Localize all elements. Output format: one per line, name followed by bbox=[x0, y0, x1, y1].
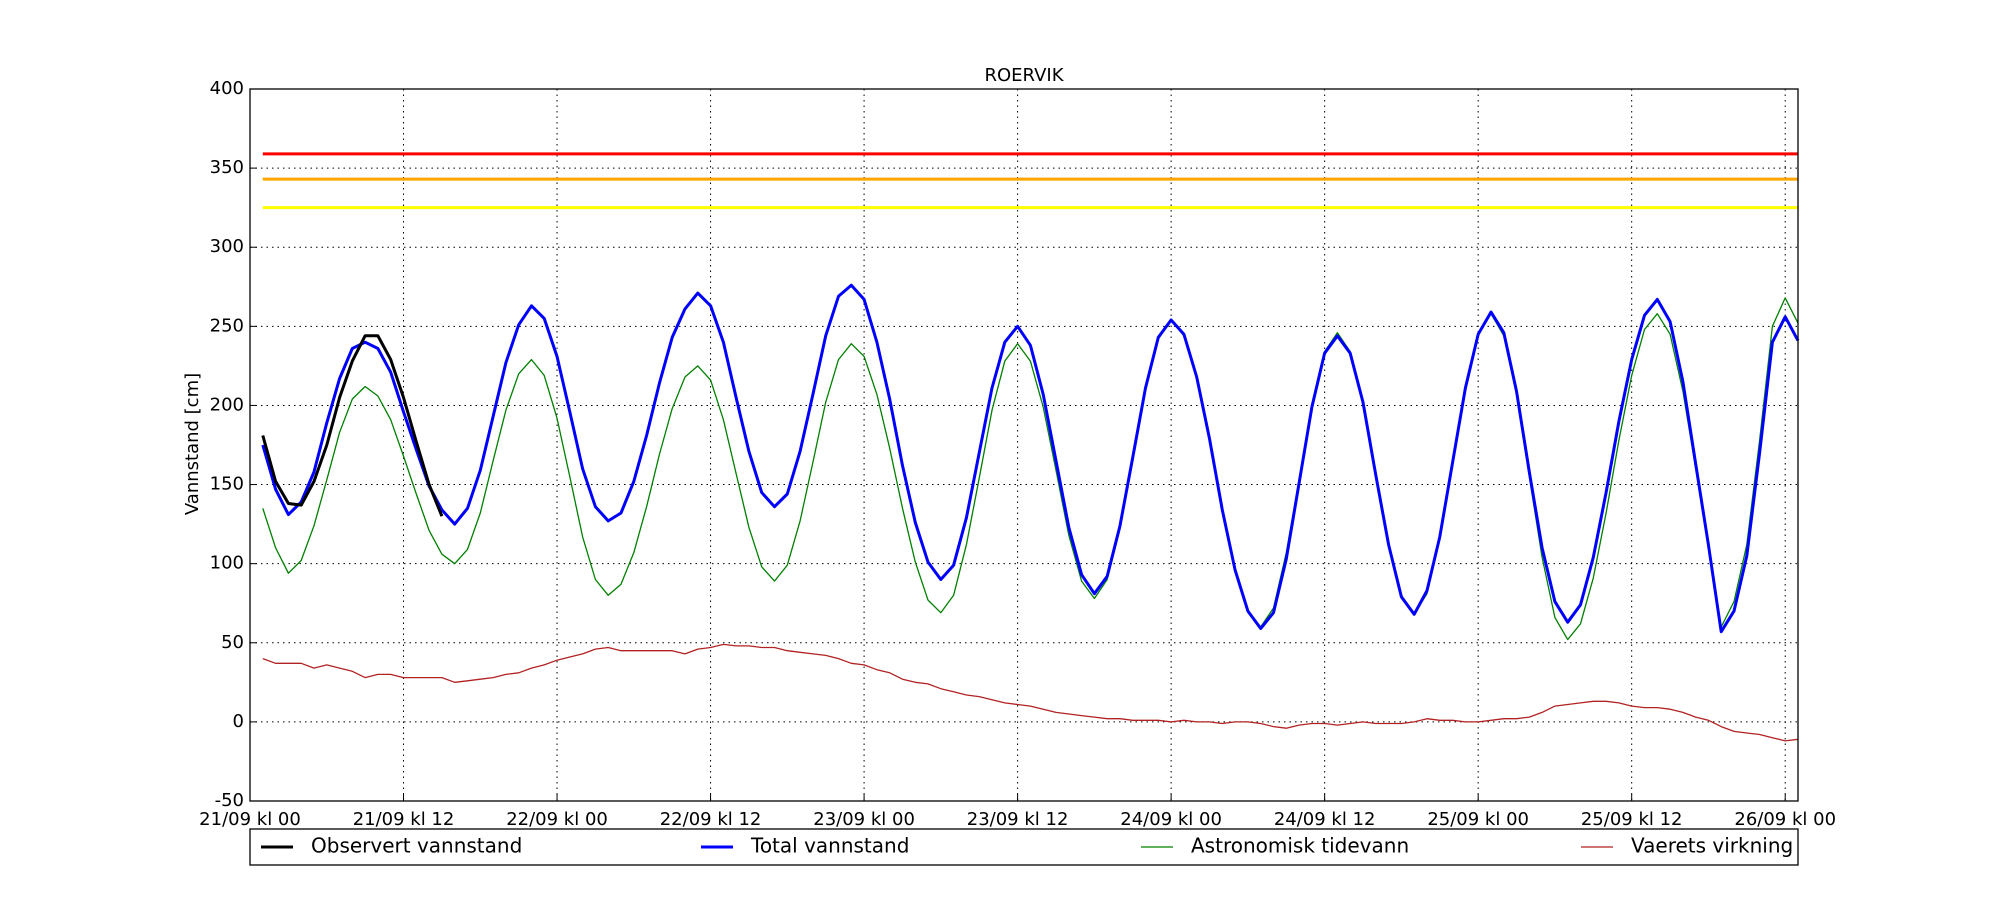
legend-label: Observert vannstand bbox=[311, 834, 522, 858]
series-line bbox=[262, 297, 1799, 641]
x-tick-label: 25/09 kl 00 bbox=[1427, 809, 1529, 830]
series-line bbox=[262, 643, 1799, 742]
legend-label: Vaerets virkning bbox=[1631, 834, 1793, 858]
x-tick-label: 22/09 kl 12 bbox=[660, 809, 762, 830]
legend-box bbox=[249, 828, 1799, 866]
y-tick-label: 300 bbox=[210, 236, 244, 257]
legend-label: Total vannstand bbox=[750, 834, 909, 858]
y-tick-label: -50 bbox=[215, 790, 244, 811]
x-tick-label: 26/09 kl 00 bbox=[1734, 809, 1836, 830]
x-tick-label: 24/09 kl 00 bbox=[1120, 809, 1222, 830]
y-tick-label: 50 bbox=[221, 632, 244, 653]
x-tick-label: 23/09 kl 00 bbox=[813, 809, 915, 830]
x-tick-label: 23/09 kl 12 bbox=[967, 809, 1069, 830]
x-tick-label: 24/09 kl 12 bbox=[1274, 809, 1376, 830]
y-tick-label: 100 bbox=[210, 553, 244, 574]
y-tick-label: 200 bbox=[210, 394, 244, 415]
y-axis-label: Vannstand [cm] bbox=[182, 373, 203, 515]
x-tick-label: 21/09 kl 00 bbox=[199, 809, 301, 830]
chart-title: ROERVIK bbox=[985, 65, 1065, 86]
y-tick-label: 0 bbox=[233, 711, 244, 732]
x-tick-label: 21/09 kl 12 bbox=[353, 809, 455, 830]
y-tick-label: 350 bbox=[210, 157, 244, 178]
legend-label: Astronomisk tidevann bbox=[1191, 834, 1409, 858]
x-tick-label: 22/09 kl 00 bbox=[506, 809, 608, 830]
x-tick-label: 25/09 kl 12 bbox=[1581, 809, 1683, 830]
plot-frame bbox=[249, 88, 1799, 802]
y-tick-label: 250 bbox=[210, 315, 244, 336]
series-line bbox=[261, 283, 1800, 634]
y-tick-label: 150 bbox=[210, 474, 244, 495]
series-line bbox=[261, 334, 444, 517]
y-tick-label: 400 bbox=[210, 78, 244, 99]
